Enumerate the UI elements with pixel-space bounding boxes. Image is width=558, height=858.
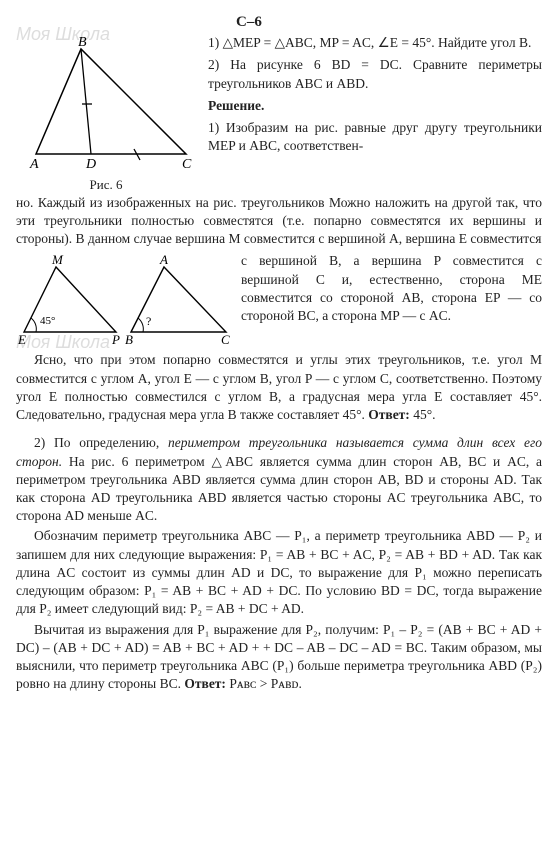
svg-text:E: E bbox=[17, 332, 26, 347]
figure-caption: Рис. 6 bbox=[16, 176, 196, 194]
answer-label-2: Ответ: bbox=[184, 676, 226, 691]
label-D: D bbox=[85, 157, 96, 172]
solution-1-start: 1) Изобразим на рис. равные друг другу т… bbox=[208, 119, 542, 155]
svg-text:45°: 45° bbox=[40, 315, 55, 327]
solution-2-p2: Обозначим периметр треугольника ABC — P₁… bbox=[16, 527, 542, 618]
solution-1-mid: с вершиной B, а вершина P совместится с … bbox=[241, 252, 542, 325]
svg-text:B: B bbox=[125, 332, 133, 347]
task-1: 1) △MEP = △ABC, MP = AC, ∠E = 45°. Найди… bbox=[208, 34, 542, 52]
section-header: С–6 bbox=[236, 12, 542, 32]
solution-1-after: Ясно, что при этом попарно совместятся и… bbox=[16, 351, 542, 424]
solution-1-cont: но. Каждый из изображенных на рис. треуг… bbox=[16, 194, 542, 249]
svg-text:C: C bbox=[221, 332, 230, 347]
solution-2-p1: 2) По определению, периметром треугольни… bbox=[16, 434, 542, 525]
task-2: 2) На рисунке 6 BD = DC. Сравните периме… bbox=[208, 56, 542, 92]
label-C: C bbox=[182, 157, 192, 172]
answer-label-1: Ответ: bbox=[368, 407, 410, 422]
answer-value-1: 45°. bbox=[410, 407, 436, 422]
svg-text:A: A bbox=[159, 252, 168, 267]
figure-6: A B C D Рис. 6 bbox=[16, 34, 196, 194]
label-A: A bbox=[29, 157, 39, 172]
solution-heading: Решение. bbox=[208, 97, 542, 115]
label-B: B bbox=[78, 35, 87, 50]
answer-value-2: Pᴀʙᴄ > Pᴀʙᴅ. bbox=[226, 676, 302, 691]
svg-text:M: M bbox=[51, 252, 64, 267]
svg-text:?: ? bbox=[146, 314, 151, 328]
mid-figures: 45° M E P ? A B C bbox=[16, 252, 231, 347]
svg-text:P: P bbox=[111, 332, 120, 347]
solution-2-p3: Вычитая из выражения для P₁ выражение дл… bbox=[16, 621, 542, 694]
solution-1-after-text: Ясно, что при этом попарно совместятся и… bbox=[16, 352, 542, 422]
